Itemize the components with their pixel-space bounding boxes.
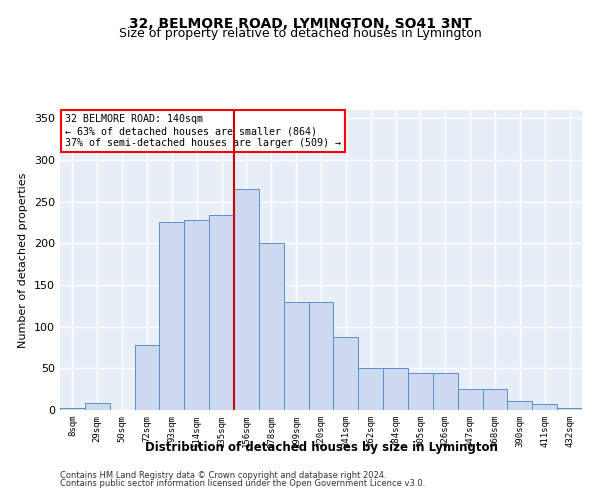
Bar [85, 404, 110, 410]
Bar [334, 336, 358, 410]
Bar [433, 374, 458, 410]
Bar [508, 401, 532, 410]
Bar [234, 189, 259, 410]
Text: Distribution of detached houses by size in Lymington: Distribution of detached houses by size … [145, 441, 497, 454]
Bar [383, 368, 408, 410]
Text: 32 BELMORE ROAD: 140sqm
← 63% of detached houses are smaller (864)
37% of semi-d: 32 BELMORE ROAD: 140sqm ← 63% of detache… [65, 114, 341, 148]
Bar [458, 389, 482, 410]
Bar [209, 215, 234, 410]
Bar [557, 408, 582, 410]
Bar [308, 302, 334, 410]
Text: 32, BELMORE ROAD, LYMINGTON, SO41 3NT: 32, BELMORE ROAD, LYMINGTON, SO41 3NT [128, 18, 472, 32]
Y-axis label: Number of detached properties: Number of detached properties [19, 172, 28, 348]
Text: Size of property relative to detached houses in Lymington: Size of property relative to detached ho… [119, 28, 481, 40]
Bar [160, 222, 184, 410]
Bar [532, 404, 557, 410]
Bar [284, 302, 308, 410]
Bar [259, 244, 284, 410]
Bar [482, 389, 508, 410]
Bar [60, 408, 85, 410]
Text: Contains public sector information licensed under the Open Government Licence v3: Contains public sector information licen… [60, 479, 425, 488]
Text: Contains HM Land Registry data © Crown copyright and database right 2024.: Contains HM Land Registry data © Crown c… [60, 470, 386, 480]
Bar [134, 345, 160, 410]
Bar [184, 220, 209, 410]
Bar [358, 368, 383, 410]
Bar [408, 372, 433, 410]
